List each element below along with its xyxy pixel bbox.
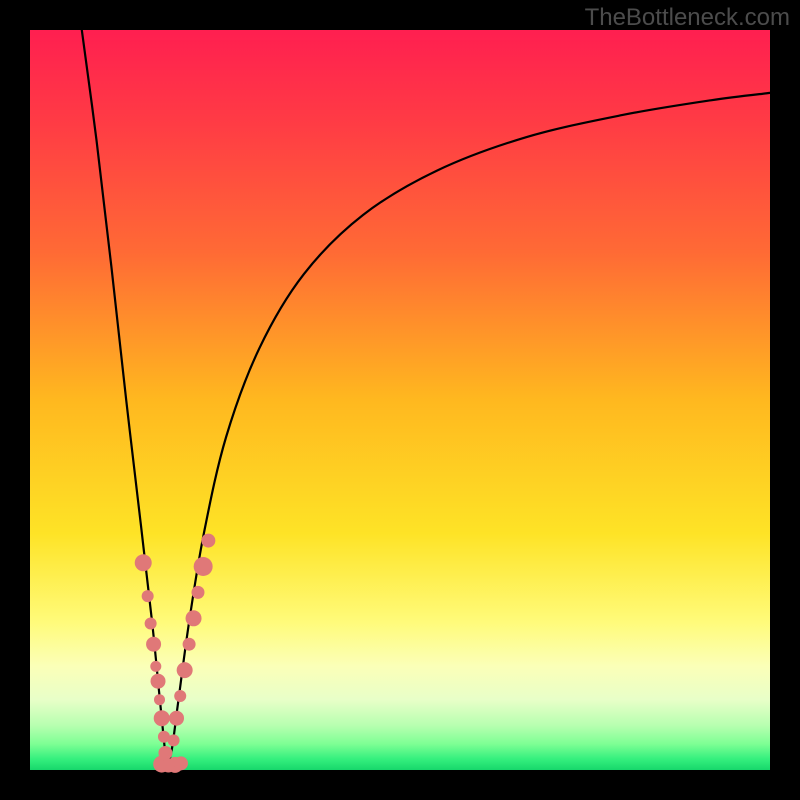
gradient-background	[30, 30, 770, 770]
marker-bottom	[174, 756, 188, 770]
plot-area	[0, 0, 800, 800]
chart-frame: TheBottleneck.com	[0, 0, 800, 800]
marker-right	[194, 557, 213, 576]
marker-right	[169, 711, 184, 726]
marker-left	[154, 694, 165, 705]
marker-right	[177, 662, 193, 678]
marker-right	[201, 534, 215, 548]
marker-left	[135, 554, 152, 571]
marker-left	[146, 637, 161, 652]
marker-right	[183, 638, 196, 651]
marker-left	[150, 661, 161, 672]
marker-right	[174, 690, 186, 702]
watermark-text: TheBottleneck.com	[585, 4, 790, 32]
marker-right	[168, 734, 180, 746]
marker-right	[191, 586, 204, 599]
bottleneck-chart	[0, 0, 800, 800]
marker-right	[186, 610, 202, 626]
marker-left	[145, 617, 157, 629]
marker-left	[151, 674, 166, 689]
marker-left	[142, 590, 154, 602]
marker-left	[154, 710, 170, 726]
